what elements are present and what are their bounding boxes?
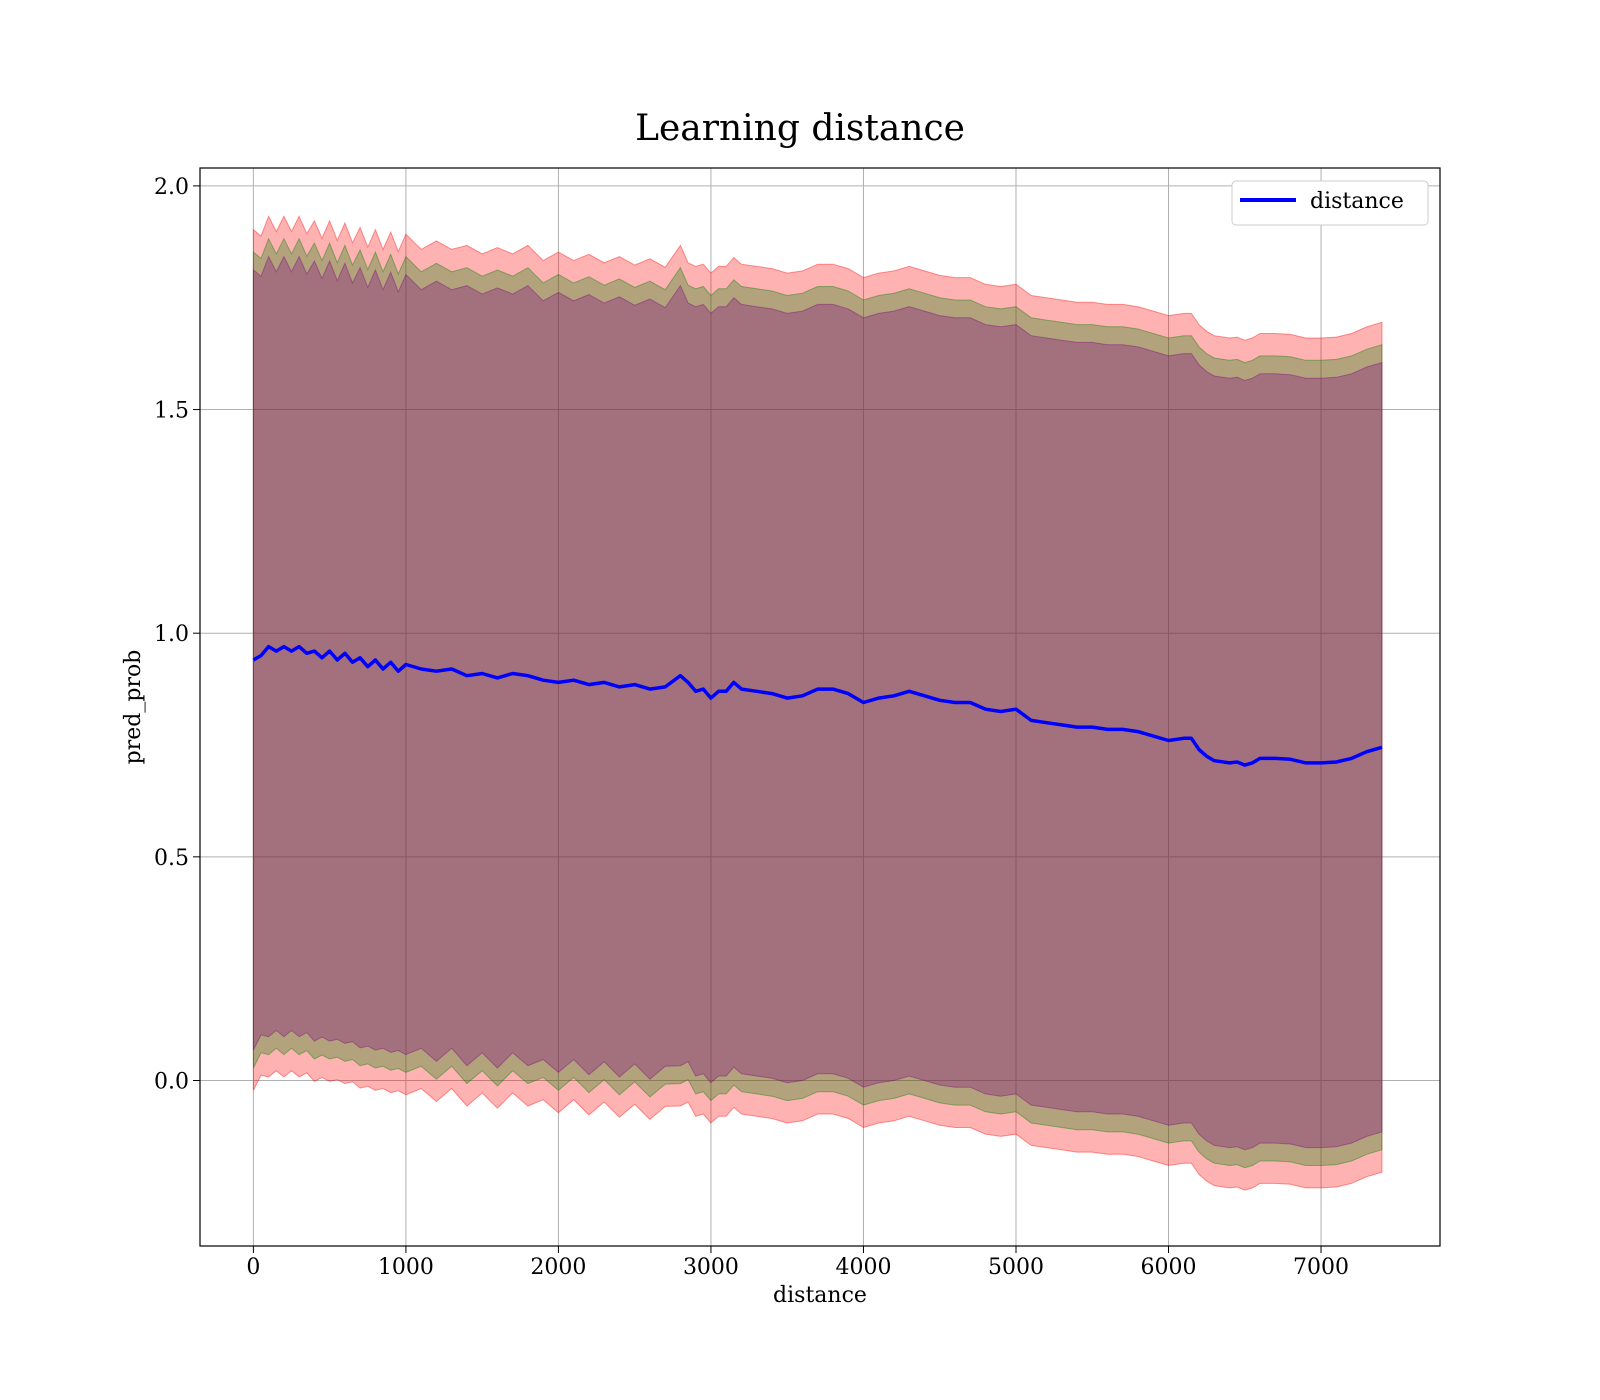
x-tick-label: 7000 [1293, 1255, 1349, 1280]
chart-title: Learning distance [635, 108, 965, 149]
legend-label-distance: distance [1310, 189, 1404, 214]
y-tick-label: 1.0 [154, 622, 189, 647]
plot-frame [199, 167, 1441, 1247]
x-axis-label: distance [773, 1283, 867, 1308]
legend: distance [1231, 180, 1429, 226]
y-tick-label: 1.5 [154, 399, 189, 424]
x-tick-label: 6000 [1141, 1255, 1197, 1280]
series-line-distance [252, 644, 1383, 767]
x-tick-label: 2000 [530, 1255, 586, 1280]
y-axis-label: pred_prob [121, 650, 146, 765]
confidence-band-2 [252, 255, 1383, 1151]
x-tick-label: 5000 [988, 1255, 1044, 1280]
y-tick-label: 2.0 [154, 175, 189, 200]
y-tick-label: 0.0 [154, 1069, 189, 1094]
x-tick-label: 4000 [835, 1255, 891, 1280]
x-tick-label: 1000 [378, 1255, 434, 1280]
y-tick-label: 0.5 [154, 846, 189, 871]
line-layer [252, 644, 1383, 767]
x-tick-label: 3000 [683, 1255, 739, 1280]
x-tick-label: 0 [246, 1255, 260, 1280]
confidence-band-0 [252, 215, 1383, 1191]
tick-layer: 0 1000 2000 3000 4000 5000 6000 7000 0.0 0.5 1.0 1.… [154, 175, 1349, 1280]
band-layer [252, 215, 1383, 1191]
legend-box [1231, 180, 1429, 226]
confidence-band-1 [252, 237, 1383, 1169]
